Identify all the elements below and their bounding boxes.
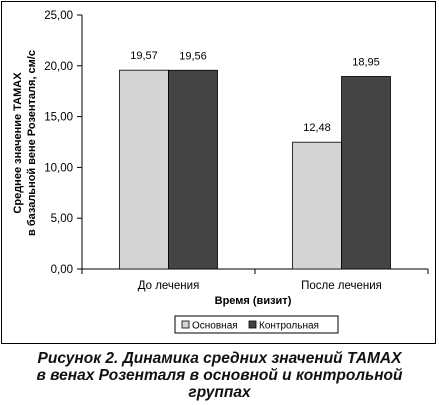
data-label: 12,48	[303, 122, 331, 134]
x-axis-title: Время (визит)	[215, 295, 292, 307]
legend-swatch	[181, 320, 190, 329]
bar-control-1	[168, 69, 218, 270]
y-axis-title-line-1: Среднее значение ТАМАХ	[12, 72, 24, 214]
y-tick-label: 15,00	[44, 112, 73, 124]
caption-line-2: в венах Розенталя в основной и контрольн…	[36, 367, 403, 384]
y-tick-label: 0,00	[51, 264, 73, 276]
y-tick-label: 5,00	[51, 213, 73, 225]
data-label: 18,95	[352, 56, 380, 68]
data-label: 19,56	[179, 50, 207, 62]
x-tick-label: После лечения	[301, 280, 382, 292]
legend-label: Основная	[192, 321, 238, 332]
y-tick-label: 25,00	[44, 10, 73, 22]
caption-line-3: группах	[188, 384, 251, 401]
bar-main-1	[119, 69, 169, 270]
y-tick-label: 20,00	[44, 61, 73, 73]
x-tick-label: До лечения	[138, 280, 200, 292]
legend: Основная Контрольная	[174, 315, 339, 334]
legend-box	[174, 315, 339, 334]
caption-line-1: Рисунок 2. Динамика средних значений ТАМ…	[37, 350, 402, 367]
legend-swatch	[248, 320, 257, 329]
bar-main-2	[292, 141, 342, 270]
data-label: 19,57	[130, 50, 158, 62]
y-tick-label: 10,00	[44, 162, 73, 174]
y-axis-title-line-2: в базальной вене Розенталя, см/с	[26, 50, 38, 236]
bar-control-2	[341, 76, 391, 270]
bar-chart: 0,00 5,00 10,00 15,00 20,00 25,00 19,57 19,56 Д…	[12, 10, 429, 334]
legend-label: Контрольная	[259, 321, 319, 332]
figure-caption: Рисунок 2. Динамика средних значений ТАМ…	[0, 350, 439, 401]
